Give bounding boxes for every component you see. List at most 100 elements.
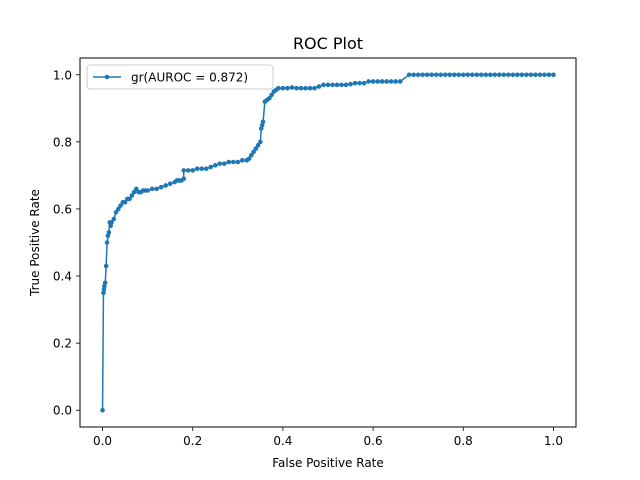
data-point xyxy=(106,230,112,235)
data-point xyxy=(267,95,272,101)
data-point xyxy=(515,72,520,78)
y-tick-label: 0.8 xyxy=(53,135,72,149)
data-point xyxy=(194,166,200,171)
x-tick-label: 0.4 xyxy=(273,434,292,448)
series-line xyxy=(101,74,554,411)
data-point xyxy=(111,216,117,222)
data-point xyxy=(411,72,416,78)
data-point xyxy=(181,168,187,173)
legend-box xyxy=(86,64,274,90)
data-point xyxy=(469,72,475,78)
x-tick-label: 0.8 xyxy=(454,434,473,448)
data-point xyxy=(406,72,412,78)
data-point xyxy=(221,161,227,166)
data-point xyxy=(325,82,331,88)
data-point xyxy=(145,188,150,193)
data-point xyxy=(101,287,107,292)
data-point xyxy=(312,85,317,91)
data-point xyxy=(103,263,109,269)
data-point xyxy=(235,159,241,165)
data-point xyxy=(456,72,462,78)
data-point xyxy=(298,85,304,91)
data-point xyxy=(352,80,358,86)
data-point xyxy=(212,163,218,168)
data-point xyxy=(294,85,299,91)
data-point xyxy=(438,72,444,78)
data-point xyxy=(100,407,105,413)
data-point xyxy=(339,82,344,88)
data-point xyxy=(127,196,132,202)
data-point xyxy=(154,186,159,192)
data-point xyxy=(479,72,484,78)
data-point xyxy=(276,85,281,91)
data-point xyxy=(533,72,538,78)
data-point xyxy=(433,72,439,78)
data-point xyxy=(101,290,106,296)
legend-swatch-marker xyxy=(104,74,110,80)
y-tick-label: 0.4 xyxy=(53,270,72,284)
data-point xyxy=(104,240,110,245)
data-point xyxy=(316,84,322,89)
data-point xyxy=(190,168,196,173)
data-point xyxy=(397,79,403,84)
data-point xyxy=(348,81,353,87)
data-point xyxy=(415,72,421,78)
data-point xyxy=(442,72,448,78)
y-tick-label: 0.6 xyxy=(53,202,72,216)
data-point xyxy=(447,72,453,78)
y-axis-ticks: 0.0 0.2 0.4 0.6 0.8 1.0 xyxy=(53,68,80,418)
x-tick-label: 0.0 xyxy=(93,434,112,448)
data-point xyxy=(289,85,295,90)
data-point xyxy=(116,206,121,212)
data-point xyxy=(330,82,335,88)
data-point xyxy=(246,156,252,161)
x-tick-label: 1.0 xyxy=(544,434,563,448)
data-point xyxy=(366,79,371,84)
legend-label: gr(AUROC = 0.872) xyxy=(131,71,248,85)
data-point xyxy=(269,92,274,98)
data-point xyxy=(357,80,362,86)
x-axis-label: False Positive Rate xyxy=(272,456,384,470)
data-point xyxy=(181,176,187,182)
data-point xyxy=(109,220,114,225)
data-point xyxy=(361,80,367,86)
data-point xyxy=(528,72,534,78)
data-point xyxy=(546,72,552,78)
plot-area xyxy=(79,57,577,428)
x-axis-ticks: 0.0 0.2 0.4 0.6 0.8 1.0 xyxy=(93,427,563,448)
data-point xyxy=(203,166,209,171)
data-point xyxy=(255,142,261,148)
data-point xyxy=(542,72,547,78)
data-point xyxy=(379,79,385,84)
data-point xyxy=(307,85,313,91)
data-point xyxy=(217,161,223,166)
data-point xyxy=(429,72,435,78)
data-point xyxy=(497,72,502,78)
data-point xyxy=(370,79,376,84)
data-point xyxy=(249,152,254,158)
data-point xyxy=(537,72,543,78)
data-point xyxy=(129,193,135,198)
data-point xyxy=(231,159,236,165)
data-point xyxy=(501,72,507,78)
legend: gr(AUROC = 0.872) xyxy=(86,64,274,90)
y-tick-label: 0.0 xyxy=(53,404,72,418)
series-layer xyxy=(100,72,556,413)
data-point xyxy=(134,186,139,192)
y-tick-label: 1.0 xyxy=(53,68,72,82)
data-point xyxy=(208,164,214,170)
data-point xyxy=(506,72,511,78)
data-point xyxy=(524,72,529,78)
data-point xyxy=(280,85,286,91)
x-tick-label: 0.6 xyxy=(364,434,383,448)
data-point xyxy=(420,72,425,78)
plot-frame xyxy=(79,57,577,428)
data-point xyxy=(519,72,525,78)
data-point xyxy=(226,159,232,165)
data-point xyxy=(122,199,128,205)
data-point xyxy=(118,203,123,208)
data-point xyxy=(510,72,516,78)
data-point xyxy=(158,184,164,190)
data-point xyxy=(185,168,191,173)
data-point xyxy=(102,280,108,286)
